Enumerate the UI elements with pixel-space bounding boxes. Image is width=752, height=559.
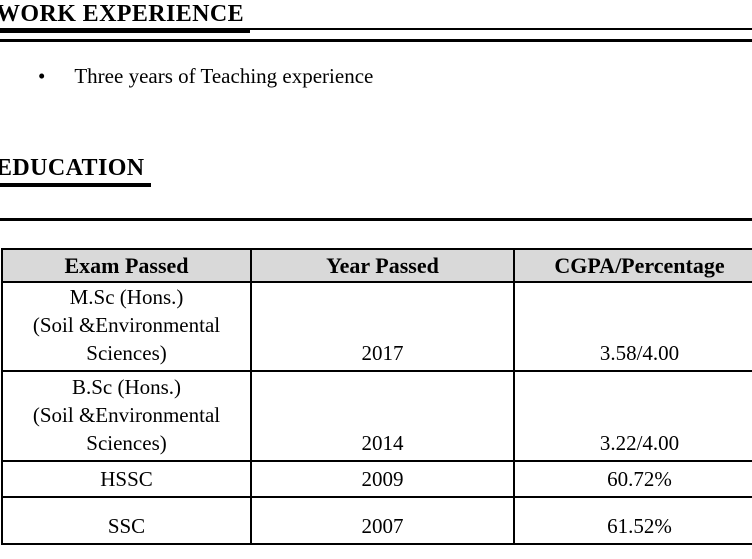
horizontal-rule-thin	[0, 28, 752, 30]
exam-cell: HSSC	[1, 460, 252, 498]
year-cell: 2009	[250, 460, 515, 498]
education-heading: EDUCATION	[0, 155, 151, 187]
education-table: Exam Passed Year Passed CGPA/Percentage …	[1, 248, 752, 545]
score-cell: 3.58/4.00	[513, 281, 752, 372]
column-header-cgpa-percentage: CGPA/Percentage	[513, 248, 752, 283]
exam-cell: M.Sc (Hons.) (Soil &Environmental Scienc…	[1, 281, 252, 372]
exam-cell: B.Sc (Hons.) (Soil &Environmental Scienc…	[1, 370, 252, 462]
column-header-exam-passed: Exam Passed	[1, 248, 252, 283]
table-header-row: Exam Passed Year Passed CGPA/Percentage	[1, 248, 752, 283]
score-cell: 60.72%	[513, 460, 752, 498]
work-experience-item-text: Three years of Teaching experience	[74, 64, 374, 88]
table-row: B.Sc (Hons.) (Soil &Environmental Scienc…	[1, 370, 752, 462]
year-cell: 2007	[250, 496, 515, 545]
table-row: M.Sc (Hons.) (Soil &Environmental Scienc…	[1, 281, 752, 372]
score-cell: 61.52%	[513, 496, 752, 545]
score-cell: 3.22/4.00	[513, 370, 752, 462]
table-row: HSSC 2009 60.72%	[1, 460, 752, 498]
exam-cell: SSC	[1, 496, 252, 545]
horizontal-rule-above-table	[0, 218, 752, 221]
year-cell: 2014	[250, 370, 515, 462]
column-header-year-passed: Year Passed	[250, 248, 515, 283]
education-table-container: Exam Passed Year Passed CGPA/Percentage …	[1, 248, 752, 546]
work-experience-bullet-item: • Three years of Teaching experience	[38, 63, 373, 90]
work-experience-heading: WORK EXPERIENCE	[0, 1, 251, 33]
year-cell: 2017	[250, 281, 515, 372]
bullet-icon: •	[38, 64, 46, 88]
horizontal-rule-thick	[0, 39, 752, 42]
table-row: SSC 2007 61.52%	[1, 496, 752, 545]
